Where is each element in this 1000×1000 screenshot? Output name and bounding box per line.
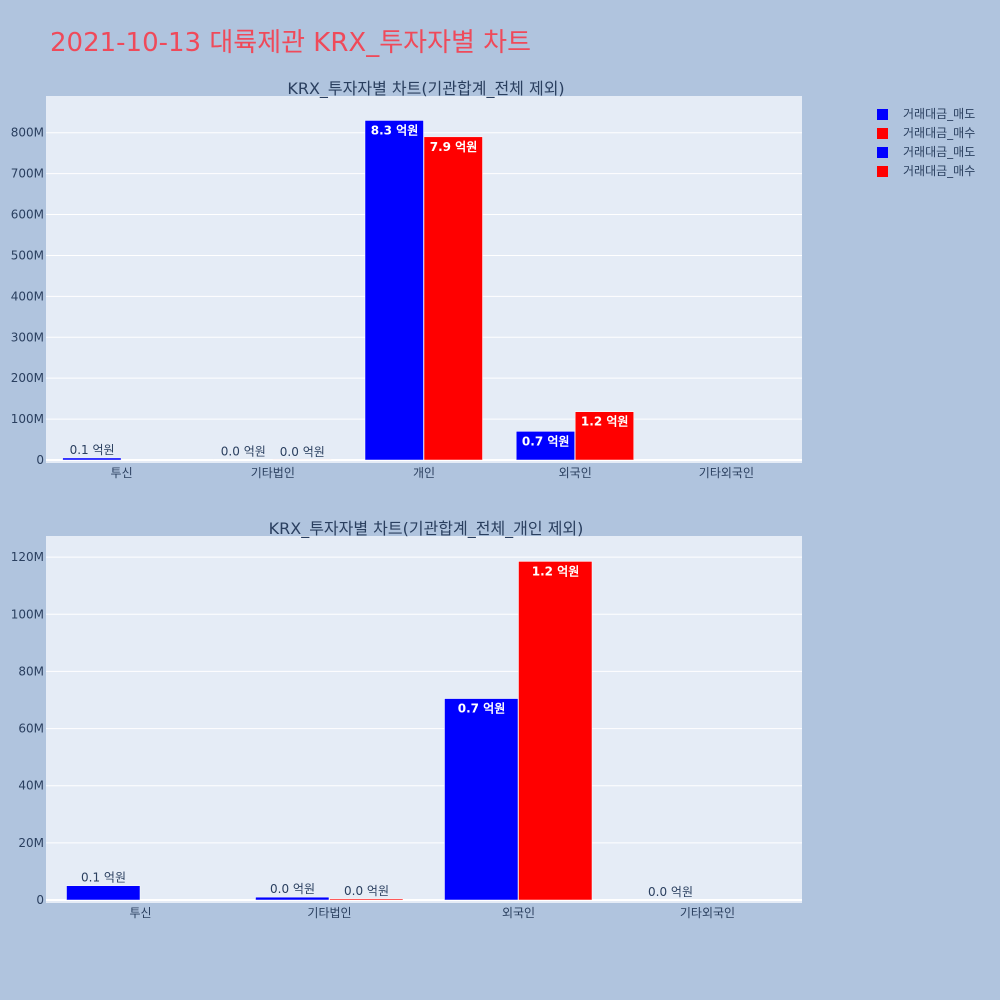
y-tick-label: 300M: [11, 330, 44, 344]
data-label: 0.0 억원: [344, 884, 389, 898]
x-tick-label: 투신: [111, 466, 133, 480]
data-label: 0.0 억원: [221, 445, 266, 459]
legend-swatch: [877, 128, 888, 139]
legend-swatch: [877, 109, 888, 120]
data-label: 0.7 억원: [458, 702, 506, 716]
data-label: 1.2 억원: [581, 415, 629, 429]
bar-sell: [255, 896, 330, 901]
x-tick-label: 개인: [413, 466, 435, 480]
y-tick-label: 600M: [11, 208, 44, 222]
bar-sell: [66, 885, 141, 901]
chart-title-1: KRX_투자자별 차트(기관합계_전체 제외): [287, 79, 564, 99]
x-tick-label: 기타외국인: [680, 906, 735, 920]
bar-sell: [364, 120, 424, 461]
y-tick-label: 40M: [18, 779, 44, 793]
x-tick-label: 투신: [129, 906, 151, 920]
y-tick-label: 100M: [11, 607, 44, 621]
y-tick-label: 80M: [18, 664, 44, 678]
data-label: 0.0 억원: [270, 882, 315, 896]
y-tick-label: 0: [36, 893, 44, 907]
x-tick-label: 외국인: [502, 906, 535, 920]
bar-sell: [515, 431, 575, 461]
legend-label: 거래대금_매수: [903, 164, 975, 178]
legend-swatch: [877, 166, 888, 177]
data-label: 0.1 억원: [70, 443, 115, 457]
bar-buy: [329, 898, 404, 901]
y-tick-label: 200M: [11, 371, 44, 385]
data-label: 0.7 억원: [522, 434, 570, 448]
x-tick-label: 기타법인: [307, 906, 351, 920]
x-tick-label: 외국인: [559, 466, 592, 480]
y-tick-label: 400M: [11, 289, 44, 303]
data-label: 0.1 억원: [81, 871, 126, 885]
y-tick-label: 20M: [18, 836, 44, 850]
plot-area-2: [46, 536, 802, 903]
y-tick-label: 800M: [11, 126, 44, 140]
bar-sell: [62, 457, 122, 461]
y-tick-label: 700M: [11, 167, 44, 181]
bar-buy: [518, 561, 593, 901]
data-label: 7.9 억원: [430, 140, 478, 154]
y-tick-label: 120M: [11, 550, 44, 564]
legend-label: 거래대금_매도: [903, 107, 975, 121]
y-tick-label: 100M: [11, 412, 44, 426]
data-label: 1.2 억원: [532, 564, 580, 578]
y-tick-label: 500M: [11, 248, 44, 262]
chart-title-2: KRX_투자자별 차트(기관합계_전체_개인 제외): [269, 519, 584, 539]
data-label: 0.0 억원: [648, 885, 693, 899]
x-tick-label: 기타외국인: [699, 466, 754, 480]
legend-label: 거래대금_매도: [903, 145, 975, 159]
data-label: 0.0 억원: [280, 445, 325, 459]
legend-swatch: [877, 147, 888, 158]
y-tick-label: 60M: [18, 722, 44, 736]
x-tick-label: 기타법인: [251, 466, 295, 480]
bar-buy: [423, 136, 483, 461]
legend-label: 거래대금_매수: [903, 126, 975, 140]
bar-sell: [444, 698, 519, 901]
page-title: 2021-10-13 대륙제관 KRX_투자자별 차트: [50, 28, 532, 58]
y-tick-label: 0: [36, 453, 44, 467]
bar-buy: [574, 411, 634, 461]
data-label: 8.3 억원: [371, 123, 419, 137]
